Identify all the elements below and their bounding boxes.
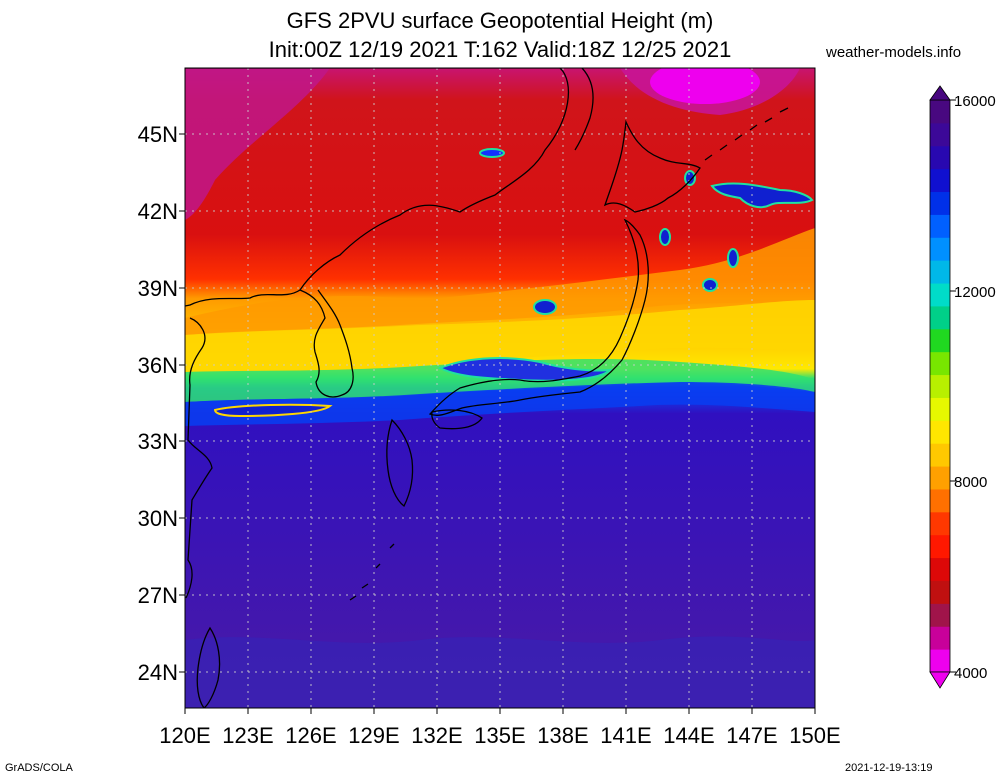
coast-kyushu: [386, 418, 414, 507]
graticule: [185, 68, 815, 708]
colorbar-swatch: [930, 122, 950, 147]
coast-hokkaido: [603, 119, 701, 213]
coast-asia-mainland: [185, 68, 570, 307]
colorbar-swatch: [930, 168, 950, 193]
software-credit: GrADS/COLA: [5, 762, 73, 774]
lon-label: 138E: [537, 723, 588, 748]
lat-label: 30N: [138, 506, 178, 531]
lat-label: 27N: [138, 583, 178, 608]
colorbar-swatch: [930, 100, 950, 124]
lon-label: 120E: [159, 723, 210, 748]
cell-4: [727, 248, 739, 268]
lon-label: 135E: [474, 723, 525, 748]
lon-axis: 120E 123E 126E 129E 132E 135E 138E 141E …: [159, 723, 840, 748]
lon-label: 123E: [222, 723, 273, 748]
colorbar-swatch: [930, 351, 950, 376]
lat-label: 24N: [138, 660, 178, 685]
lon-ticks: [184, 708, 816, 714]
colorbar-label: 8000: [954, 474, 987, 491]
colorbar-swatch: [930, 443, 950, 467]
cell-1: [479, 148, 505, 158]
lon-label: 144E: [663, 723, 714, 748]
lat-axis: 45N 42N 39N 36N 33N 30N 27N 24N: [138, 122, 178, 685]
lat-label: 33N: [138, 429, 178, 454]
colorbar-swatch: [930, 305, 950, 330]
colorbar-swatch: [930, 260, 950, 284]
colorbar: [929, 99, 951, 673]
coast-sakhalin: [574, 68, 594, 151]
colorbar-swatch: [930, 191, 950, 215]
colorbar-swatch: [930, 488, 950, 513]
field-orange-band: [185, 228, 815, 335]
field-magenta-west: [185, 68, 330, 220]
coast-honshu: [428, 218, 649, 416]
colorbar-swatch: [930, 328, 950, 353]
cell-strip-center: [437, 357, 613, 382]
coast-kurils: [704, 107, 789, 161]
lat-label: 45N: [138, 122, 178, 147]
coastlines: [185, 68, 789, 708]
colorbar-swatch: [930, 511, 950, 536]
field-magenta-max: [650, 68, 760, 104]
colorbar-ticks: [950, 99, 956, 673]
lon-label: 147E: [726, 723, 777, 748]
colorbar-label: 12000: [954, 284, 996, 301]
cell-strip-ne: [710, 182, 814, 209]
colorbar-swatch: [930, 466, 950, 490]
coast-ryukyu: [349, 543, 395, 601]
colorbar-swatch: [930, 283, 950, 307]
chart-title: GFS 2PVU surface Geopotential Height (m): [286, 8, 714, 33]
colorbar-swatch: [930, 603, 950, 627]
colorbar-swatch: [930, 397, 950, 421]
colorbar-swatch: [930, 580, 950, 604]
cell-3: [659, 228, 671, 246]
render-timestamp: 2021-12-19-13:19: [845, 762, 933, 774]
lat-ticks: [179, 133, 185, 673]
colorbar-label: 4000: [954, 665, 987, 682]
cell-2: [533, 299, 557, 315]
coast-korea: [299, 289, 354, 398]
cell-5: [702, 278, 718, 292]
lon-label: 150E: [789, 723, 840, 748]
lat-label: 36N: [138, 353, 178, 378]
coast-china-east: [185, 317, 213, 599]
lon-label: 126E: [285, 723, 336, 748]
colorbar-swatch: [930, 420, 950, 444]
cell-strip-sw: [213, 403, 333, 418]
coast-taiwan: [196, 626, 221, 708]
lat-label: 42N: [138, 199, 178, 224]
lon-label: 141E: [600, 723, 651, 748]
chart-subtitle: Init:00Z 12/19 2021 T:162 Valid:18Z 12/2…: [268, 37, 732, 62]
colorbar-label: 16000: [954, 93, 996, 110]
lon-label: 129E: [348, 723, 399, 748]
coast-shikoku: [431, 409, 483, 430]
colorbar-swatch: [930, 237, 950, 261]
colorbar-swatch: [930, 145, 950, 170]
colorbar-swatch: [930, 626, 950, 650]
colorbar-swatch: [930, 649, 950, 673]
colorbar-swatch: [930, 534, 950, 559]
colorbar-swatch: [930, 214, 950, 238]
colorbar-bottom-arrow: [929, 671, 951, 689]
site-credit: weather-models.info: [826, 44, 962, 61]
lat-label: 39N: [138, 276, 178, 301]
lon-label: 132E: [411, 723, 462, 748]
colorbar-top-arrow: [929, 85, 951, 101]
colorbar-swatch: [930, 557, 950, 581]
colorbar-swatch: [930, 374, 950, 398]
cell-6: [684, 170, 696, 186]
